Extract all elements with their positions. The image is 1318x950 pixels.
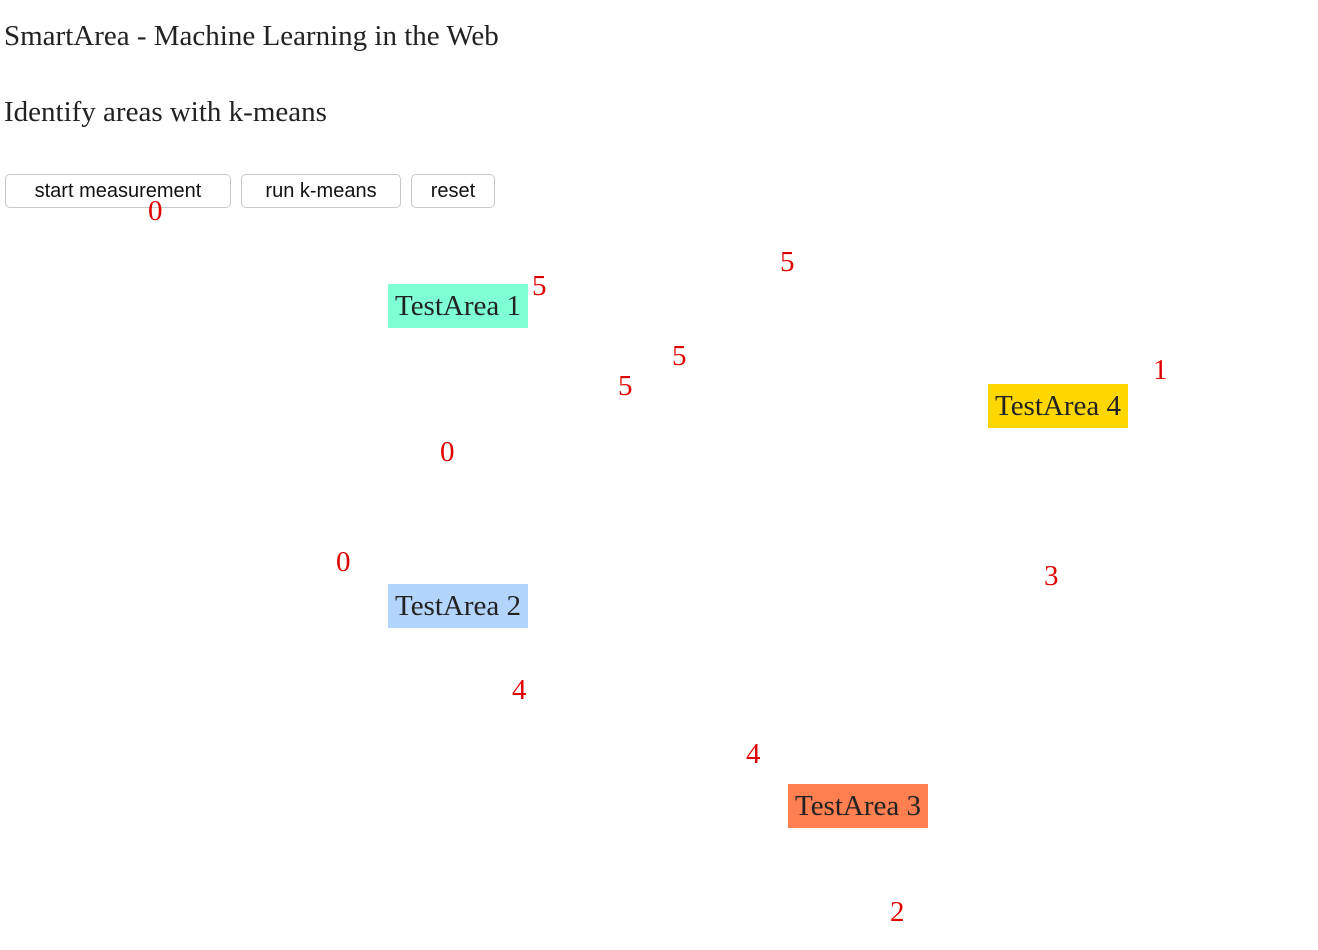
page-subtitle: Identify areas with k-means	[4, 96, 327, 128]
reset-button[interactable]: reset	[411, 174, 495, 208]
run-kmeans-button[interactable]: run k-means	[241, 174, 401, 208]
test-area-4: TestArea 4	[988, 384, 1128, 428]
measurement-point: 4	[512, 674, 527, 706]
page-title: SmartArea - Machine Learning in the Web	[4, 20, 499, 52]
measurement-point: 5	[618, 370, 633, 402]
measurement-point: 2	[890, 896, 905, 928]
start-measurement-button[interactable]: start measurement	[5, 174, 231, 208]
measurement-point: 0	[440, 436, 455, 468]
measurement-point: 1	[1153, 354, 1168, 386]
measurement-point: 0	[148, 195, 163, 227]
measurement-point: 5	[532, 270, 547, 302]
test-area-2: TestArea 2	[388, 584, 528, 628]
measurement-point: 5	[780, 246, 795, 278]
test-area-1: TestArea 1	[388, 284, 528, 328]
test-area-3: TestArea 3	[788, 784, 928, 828]
measurement-point: 0	[336, 546, 351, 578]
measurement-point: 5	[672, 340, 687, 372]
measurement-point: 3	[1044, 560, 1059, 592]
measurement-point: 4	[746, 738, 761, 770]
